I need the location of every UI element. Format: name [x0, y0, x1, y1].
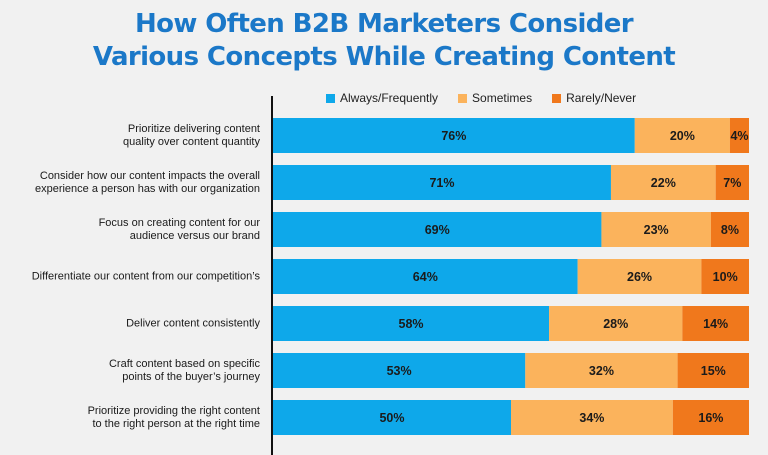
chart-title: How Often B2B Marketers Consider Various… — [0, 8, 768, 74]
category-label-line: Craft content based on specific — [108, 357, 260, 370]
category-label-line: Deliver content consistently — [126, 317, 260, 329]
bar-sometimes-row-4 — [577, 259, 702, 294]
bar-always-frequently-row-3 — [273, 212, 602, 247]
data-label-rarely-never-row-3: 8% — [721, 223, 739, 237]
category-label-row-2: Consider how our content impacts the ove… — [0, 170, 260, 196]
bar-rarely-never-row-5 — [682, 306, 749, 341]
category-label-row-1: Prioritize delivering content quality ove… — [0, 123, 260, 149]
data-label-sometimes-row-6: 32% — [589, 364, 614, 378]
category-label-line: Consider how our content impacts the ove… — [39, 169, 260, 182]
data-label-sometimes-row-5: 28% — [603, 317, 628, 331]
data-label-rarely-never-row-6: 15% — [701, 364, 726, 378]
bar-sometimes-row-1 — [634, 118, 730, 153]
bar-sometimes-row-7 — [511, 400, 673, 435]
category-label-line: audience versus our brand — [129, 229, 260, 242]
bar-sometimes-row-2 — [610, 165, 716, 200]
bar-sometimes-row-3 — [601, 212, 711, 247]
category-label-row-7: Prioritize providing the right content to… — [0, 405, 260, 431]
data-label-rarely-never-row-7: 16% — [698, 411, 723, 425]
data-label-always-frequently-row-4: 64% — [413, 270, 438, 284]
legend-label-rarely-never: Rarely/Never — [566, 91, 637, 105]
legend-swatch-rarely-never — [552, 93, 562, 103]
bar-always-frequently-row-1 — [273, 118, 635, 153]
category-label-line: Differentiate our content from our compe… — [31, 270, 260, 282]
data-label-rarely-never-row-4: 10% — [713, 270, 738, 284]
data-label-rarely-never-row-1: 4% — [730, 129, 748, 143]
category-label-line: Prioritize providing the right content — [87, 404, 260, 417]
legend-item-sometimes: Sometimes — [458, 91, 532, 105]
bar-rarely-never-row-1 — [729, 118, 749, 153]
data-label-rarely-never-row-2: 7% — [723, 176, 741, 190]
bar-rarely-never-row-3 — [710, 212, 749, 247]
category-label-line: Focus on creating content for our — [98, 216, 260, 229]
bar-sometimes-row-6 — [525, 353, 678, 388]
data-label-sometimes-row-4: 26% — [627, 270, 652, 284]
data-label-sometimes-row-3: 23% — [644, 223, 669, 237]
chart-legend: Always/Frequently Sometimes Rarely/Never — [326, 91, 636, 105]
category-label-line: experience a person has with our organiz… — [34, 182, 260, 195]
data-label-sometimes-row-2: 22% — [651, 176, 676, 190]
chart-title-line-2: Various Concepts While Creating Content — [92, 42, 676, 72]
legend-item-rarely-never: Rarely/Never — [552, 91, 636, 105]
data-label-sometimes-row-1: 20% — [670, 129, 695, 143]
data-label-always-frequently-row-2: 71% — [429, 176, 454, 190]
legend-label-always-frequently: Always/Frequently — [340, 91, 439, 105]
data-label-always-frequently-row-5: 58% — [399, 317, 424, 331]
category-label-line: Prioritize delivering content — [127, 122, 260, 135]
category-label-row-4: Differentiate our content from our compe… — [0, 270, 260, 283]
bar-rarely-never-row-6 — [677, 353, 749, 388]
bar-sometimes-row-5 — [549, 306, 683, 341]
category-label-row-3: Focus on creating content for our audienc… — [0, 217, 260, 243]
bar-rarely-never-row-7 — [672, 400, 749, 435]
bar-always-frequently-row-4 — [273, 259, 578, 294]
data-label-rarely-never-row-5: 14% — [703, 317, 728, 331]
category-axis-line — [271, 96, 273, 455]
legend-swatch-always-frequently — [326, 93, 335, 103]
legend-label-sometimes: Sometimes — [472, 91, 533, 105]
bar-rarely-never-row-4 — [701, 259, 749, 294]
data-label-always-frequently-row-6: 53% — [387, 364, 412, 378]
category-label-row-6: Craft content based on specific points of… — [0, 358, 260, 384]
data-label-sometimes-row-7: 34% — [579, 411, 604, 425]
bar-always-frequently-row-2 — [273, 165, 611, 200]
legend-item-always-frequently: Always/Frequently — [326, 91, 438, 105]
legend-swatch-sometimes — [458, 93, 468, 103]
bar-always-frequently-row-6 — [273, 353, 526, 388]
data-label-always-frequently-row-1: 76% — [441, 129, 466, 143]
category-label-line: points of the buyer’s journey — [122, 370, 260, 383]
category-label-line: quality over content quantity — [123, 135, 260, 148]
bar-rarely-never-row-2 — [715, 165, 749, 200]
category-label-row-5: Deliver content consistently — [0, 317, 260, 330]
data-label-always-frequently-row-3: 69% — [425, 223, 450, 237]
data-label-always-frequently-row-7: 50% — [379, 411, 404, 425]
bar-always-frequently-row-7 — [273, 400, 511, 435]
category-label-line: to the right person at the right time — [92, 417, 260, 430]
bar-always-frequently-row-5 — [273, 306, 550, 341]
chart-title-line-1: How Often B2B Marketers Consider — [134, 9, 634, 39]
